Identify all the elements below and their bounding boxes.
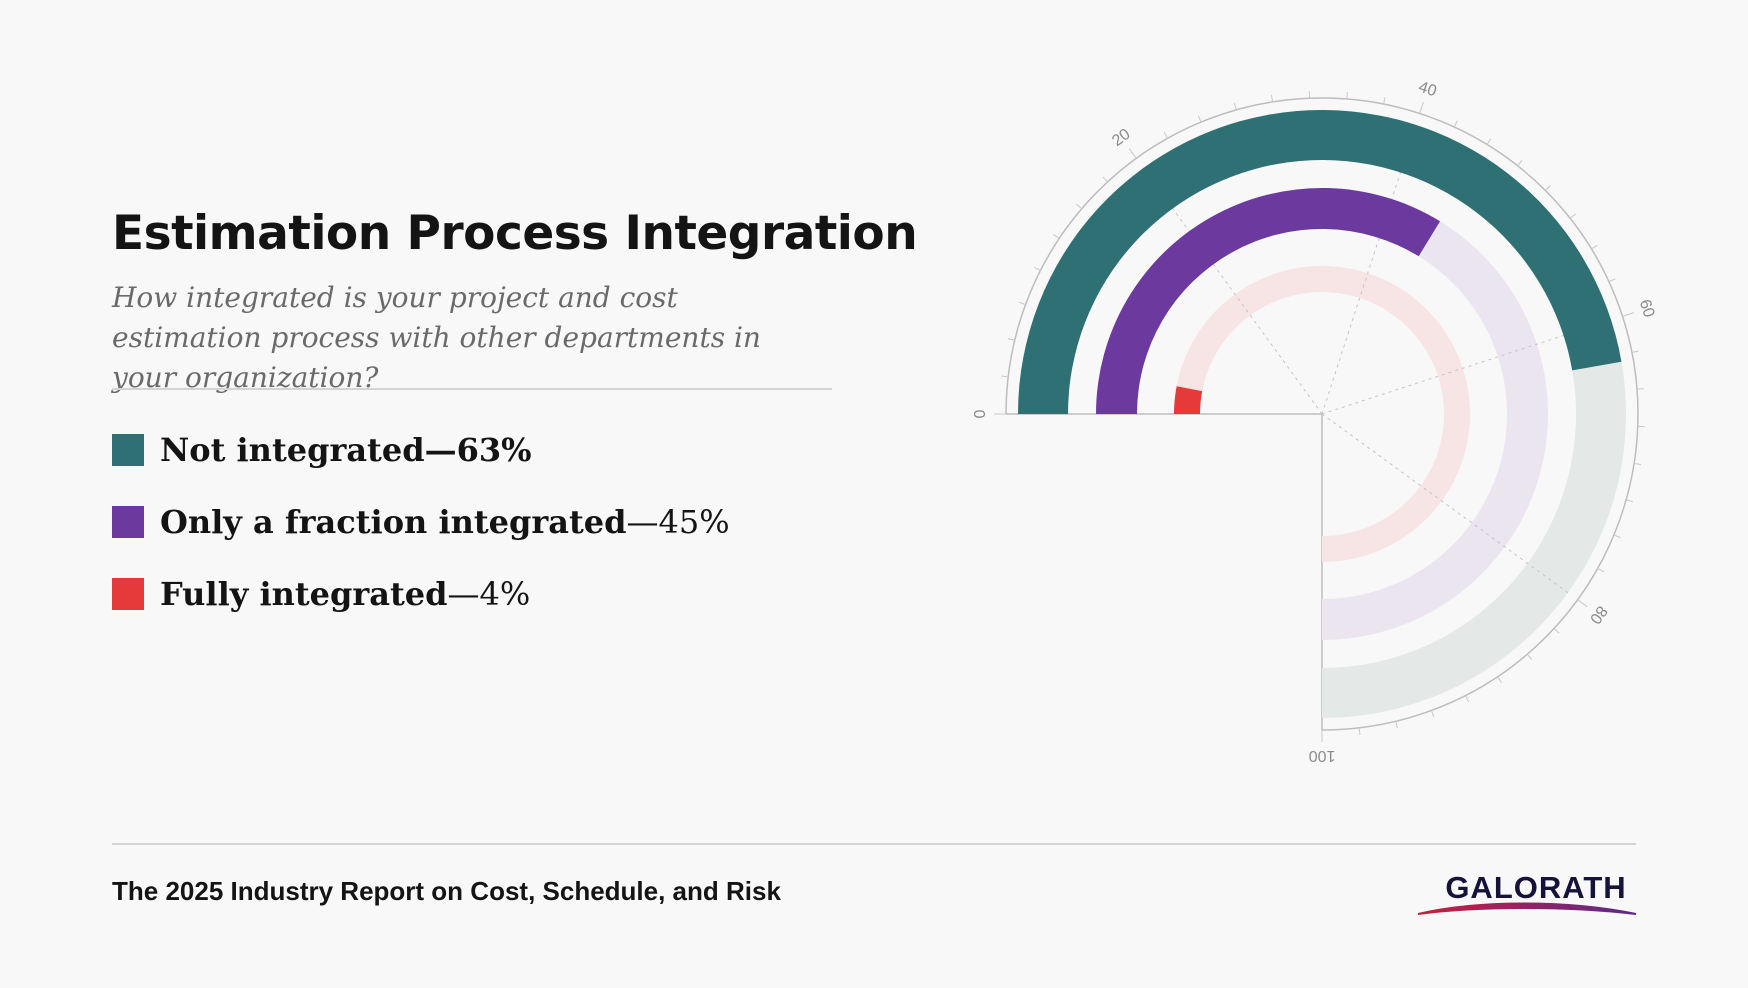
gridline (1321, 124, 1417, 415)
chart-title: Estimation Process Integration (112, 206, 918, 261)
tick-label: 60 (1636, 297, 1658, 319)
tick-label: 80 (1586, 602, 1610, 626)
legend-item-fully-integrated: Fully integrated — 4% (112, 572, 730, 616)
tick-label: 0 (972, 409, 989, 418)
footer-divider (112, 843, 1636, 845)
axis-tick (1007, 338, 1015, 341)
legend-item-not-integrated: Not integrated —63% (112, 428, 730, 472)
axis-tick (1622, 312, 1635, 317)
axis-tick (1634, 462, 1642, 466)
bar-track (1322, 361, 1626, 718)
axis-tick (1128, 148, 1137, 159)
axis-tick (1486, 138, 1492, 145)
axis-tick (1497, 676, 1502, 683)
axis-tick (1465, 695, 1470, 703)
bar-only-a-fraction-integrated (1096, 187, 1441, 414)
axis-tick (1517, 160, 1523, 167)
axis-tick (1233, 102, 1237, 110)
axis-tick (1569, 213, 1576, 219)
axis-tick (1636, 388, 1645, 390)
axis-tick (1545, 185, 1551, 191)
axis-tick (1631, 350, 1639, 353)
tick-label: 100 (1309, 747, 1336, 764)
legend-label: Not integrated (160, 431, 425, 469)
legend-value: 45% (658, 503, 730, 541)
axis-tick (1053, 234, 1060, 239)
header-divider (112, 388, 832, 390)
axis-tick (1597, 567, 1605, 573)
logo-swoosh (1418, 902, 1637, 915)
axis-tick (1626, 499, 1634, 503)
bar-not-integrated (1018, 109, 1622, 415)
axis-tick (1419, 101, 1424, 114)
galorath-logo: GALORATH (1418, 870, 1638, 920)
axis-tick (1395, 721, 1398, 729)
axis-tick (1102, 176, 1108, 183)
axis-tick (1553, 628, 1560, 634)
chart-subtitle: How integrated is your project and cost … (112, 281, 761, 394)
axis-tick (1608, 278, 1616, 283)
legend-dash: — (626, 503, 659, 541)
legend-swatch (112, 434, 144, 466)
axis-tick (1001, 375, 1009, 378)
legend-value: 63% (456, 431, 532, 469)
axis-tick (1526, 653, 1533, 660)
legend-swatch (112, 578, 144, 610)
axis-tick (1383, 97, 1386, 105)
logo-wordmark: GALORATH (1445, 870, 1627, 905)
axis-tick (1163, 131, 1169, 139)
axis-tick (1591, 244, 1598, 250)
axis-tick (1346, 91, 1348, 100)
axis-tick (1453, 120, 1458, 128)
axis-tick (1033, 266, 1041, 271)
report-footer: The 2025 Industry Report on Cost, Schedu… (112, 876, 781, 906)
axis-tick (1613, 534, 1621, 539)
gridline (1321, 413, 1569, 594)
legend-label: Fully integrated (160, 575, 448, 613)
axis-tick (1076, 203, 1083, 210)
gridline (1321, 319, 1612, 415)
legend-dash: — (424, 431, 457, 469)
axis-tick (1270, 94, 1274, 102)
legend: Not integrated —63% Only a fraction integ… (112, 428, 730, 644)
tick-label: 40 (1416, 79, 1438, 101)
axis-tick (1197, 115, 1202, 123)
legend-item-fraction-integrated: Only a fraction integrated — 45% (112, 500, 730, 544)
axis-tick (1577, 599, 1588, 608)
axis-arc (1005, 97, 1639, 731)
legend-label: Only a fraction integrated (160, 503, 627, 541)
axis-tick (1358, 727, 1361, 735)
tick-label: 20 (1109, 126, 1133, 150)
gridline (1142, 167, 1323, 415)
legend-dash: — (447, 575, 480, 613)
axis-tick (1430, 710, 1435, 718)
legend-swatch (112, 506, 144, 538)
bar-track (1322, 221, 1548, 640)
axis-tick (1018, 301, 1026, 306)
bar-fully-integrated (1174, 386, 1203, 414)
legend-value: 4% (479, 575, 531, 613)
